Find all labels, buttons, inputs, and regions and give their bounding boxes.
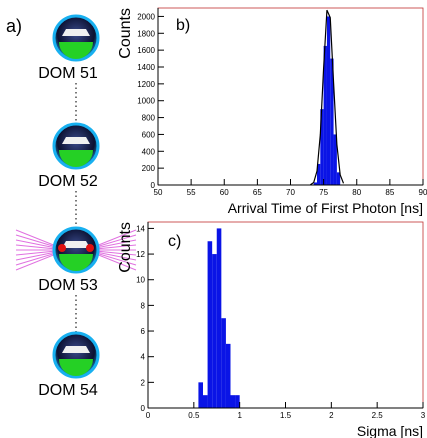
histogram-bar xyxy=(212,254,217,408)
y-tick-label: 1000 xyxy=(137,97,155,106)
x-tick-label: 55 xyxy=(187,188,196,197)
histogram-bar xyxy=(330,58,334,185)
histogram-bar xyxy=(235,395,240,408)
y-tick-label: 1400 xyxy=(137,63,155,72)
y-axis-label: Counts xyxy=(117,8,134,59)
y-tick-label: 8 xyxy=(141,301,146,310)
plot-area xyxy=(198,228,240,408)
dom-label: DOM 52 xyxy=(38,173,98,190)
histogram-bar xyxy=(326,16,331,185)
led xyxy=(86,244,94,252)
dom-board xyxy=(62,241,90,248)
x-tick-label: 1.5 xyxy=(280,411,292,420)
histogram-bar xyxy=(203,395,208,408)
dom-pmt xyxy=(59,42,93,59)
y-axis-label: Counts xyxy=(117,222,134,273)
y-tick-label: 1800 xyxy=(137,29,155,38)
x-axis-label: Sigma [ns] xyxy=(357,423,423,438)
histogram-bar xyxy=(323,45,327,185)
plot-area xyxy=(310,9,345,185)
x-tick-label: 0 xyxy=(146,411,151,420)
histogram-bar xyxy=(225,343,231,408)
dom-pmt xyxy=(59,254,93,271)
histogram-bar xyxy=(216,228,222,408)
dom-label: DOM 51 xyxy=(38,65,98,82)
dom-board xyxy=(62,346,90,353)
dom-pmt xyxy=(59,150,93,167)
panel-label: a) xyxy=(6,16,22,36)
x-tick-label: 80 xyxy=(352,188,361,197)
y-tick-label: 2000 xyxy=(137,12,155,21)
panel-label: b) xyxy=(176,17,190,34)
dom-label: DOM 54 xyxy=(38,382,98,399)
dom-board xyxy=(62,137,90,144)
y-tick-label: 0 xyxy=(151,181,156,190)
y-tick-label: 14 xyxy=(136,224,145,233)
panel-label: c) xyxy=(168,233,181,250)
x-tick-label: 60 xyxy=(220,188,229,197)
x-tick-label: 50 xyxy=(154,188,163,197)
y-tick-label: 600 xyxy=(142,130,156,139)
y-tick-label: 400 xyxy=(142,147,156,156)
x-tick-label: 65 xyxy=(253,188,262,197)
plot-frame xyxy=(157,7,424,186)
y-tick-label: 6 xyxy=(141,327,146,336)
led xyxy=(58,244,66,252)
dom-label: DOM 53 xyxy=(38,277,98,294)
y-tick-label: 0 xyxy=(141,404,146,413)
histogram-bar xyxy=(198,382,203,408)
x-tick-label: 70 xyxy=(286,188,295,197)
x-tick-label: 85 xyxy=(385,188,394,197)
histogram-bar xyxy=(320,109,324,185)
y-tick-label: 2 xyxy=(141,378,146,387)
x-tick-label: 90 xyxy=(419,188,427,197)
histogram-bar xyxy=(336,172,341,185)
x-tick-label: 2 xyxy=(329,411,334,420)
y-tick-label: 10 xyxy=(136,276,145,285)
histogram-bar xyxy=(317,163,321,185)
fit-curve xyxy=(310,9,345,185)
histogram-bar xyxy=(313,182,317,185)
x-tick-label: 2.5 xyxy=(372,411,384,420)
y-tick-label: 1200 xyxy=(137,80,155,89)
x-tick-label: 0.5 xyxy=(188,411,200,420)
y-tick-label: 12 xyxy=(136,250,145,259)
histogram-bar xyxy=(207,241,213,408)
plot-frame xyxy=(147,221,424,409)
y-tick-label: 1600 xyxy=(137,46,155,55)
y-tick-label: 4 xyxy=(141,353,146,362)
x-axis-label: Arrival Time of First Photon [ns] xyxy=(228,200,423,216)
histogram-bar xyxy=(230,395,236,408)
dom-pmt xyxy=(59,359,93,376)
y-tick-label: 800 xyxy=(142,114,156,123)
x-tick-label: 1 xyxy=(237,411,242,420)
dom-board xyxy=(62,29,90,36)
histogram-bar xyxy=(221,318,226,408)
x-tick-label: 75 xyxy=(319,188,328,197)
x-tick-label: 3 xyxy=(421,411,426,420)
y-tick-label: 200 xyxy=(142,164,156,173)
histogram-bar xyxy=(333,134,337,185)
